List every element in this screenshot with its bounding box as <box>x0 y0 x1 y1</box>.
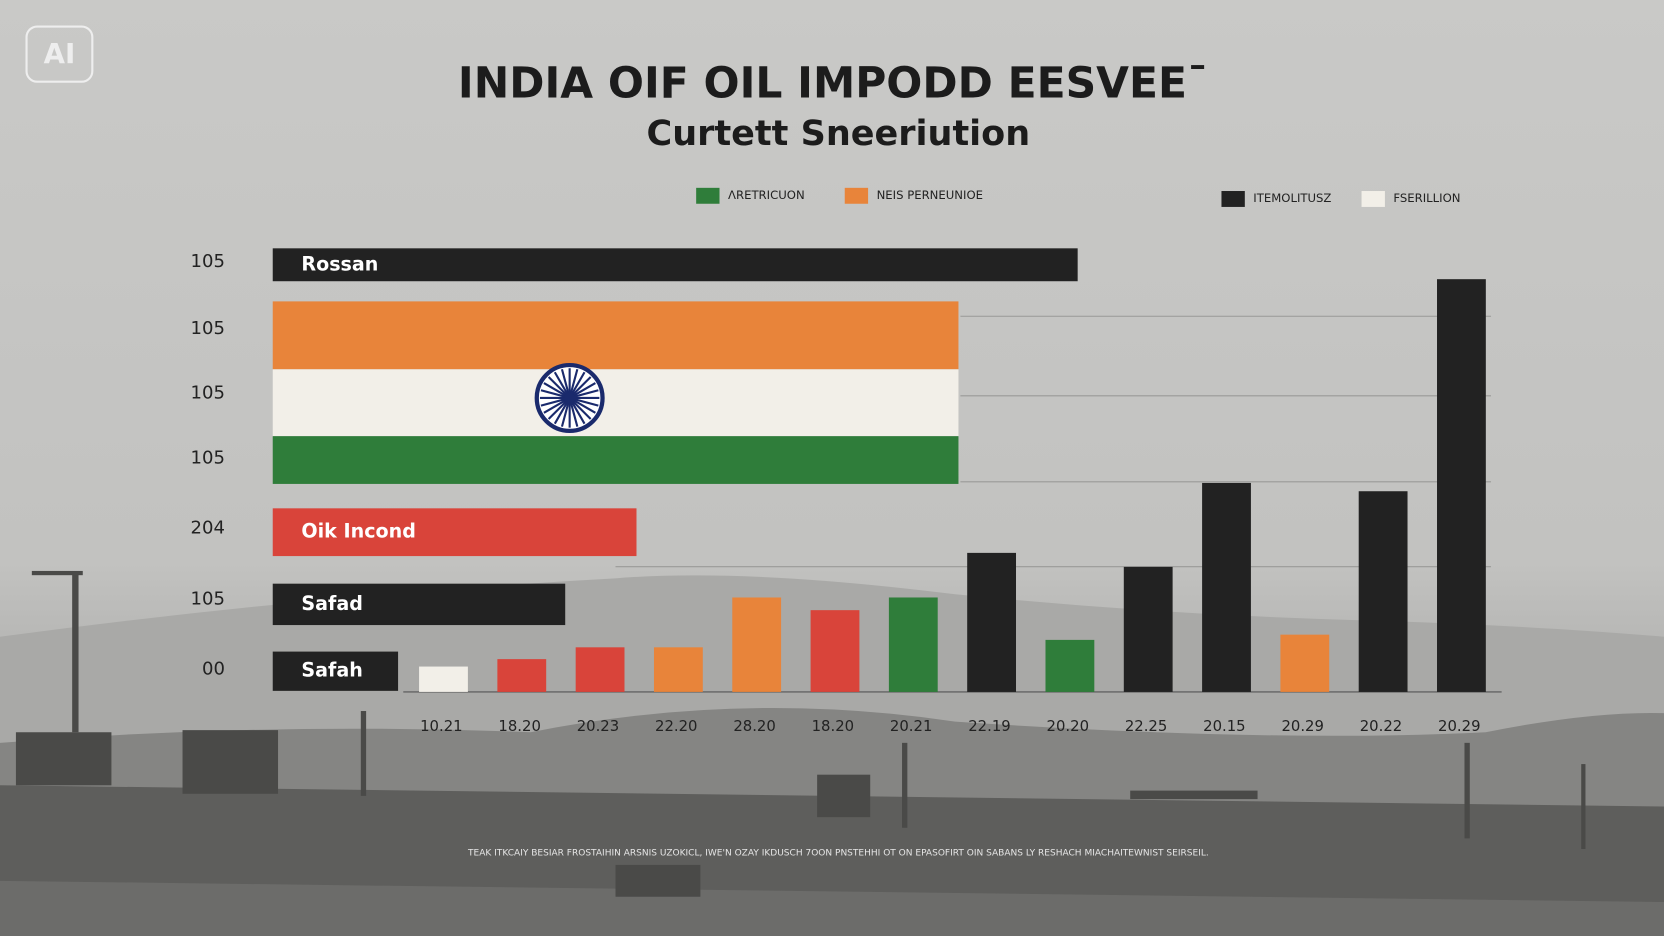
x-tick-label: 20.20 <box>1047 717 1090 735</box>
flag-stripe <box>272 369 959 437</box>
bar <box>272 651 399 691</box>
x-tick-label: 20.29 <box>1281 717 1324 735</box>
bar <box>888 597 938 692</box>
x-tick-label: 20.29 <box>1438 717 1481 735</box>
bar-label: Safad <box>301 592 363 615</box>
bar <box>1123 566 1173 692</box>
y-label: 105 <box>191 318 225 339</box>
flag-bar <box>272 301 959 484</box>
x-tick-label: 18.20 <box>498 717 541 735</box>
footnote: TEAK ITKCAIY BESIAR FROSTAIHIN ARSNIS UZ… <box>467 849 1209 859</box>
legend-swatch <box>1221 191 1245 207</box>
y-label: 00 <box>202 659 225 680</box>
x-tick-label: 22.19 <box>968 717 1011 735</box>
chart-title: INDIA OIF OIL IMPODD EESVEEˉ <box>458 59 1208 108</box>
y-label: 105 <box>191 383 225 404</box>
y-label: 105 <box>191 447 225 468</box>
x-tick-label: 22.20 <box>655 717 698 735</box>
legend-swatch <box>844 187 869 204</box>
chakra-hub <box>564 392 575 404</box>
x-tick-label: 20.21 <box>890 717 933 735</box>
logo-box <box>25 25 94 83</box>
bar <box>1358 491 1408 692</box>
bar-label: Oik Incond <box>301 520 416 543</box>
x-tick-label: 28.20 <box>733 717 776 735</box>
legend-label: ITEMOLITUSZ <box>1253 191 1331 205</box>
y-label: 204 <box>191 517 225 538</box>
bar <box>272 583 566 626</box>
x-tick-label: 18.20 <box>812 717 855 735</box>
x-tick-label: 22.25 <box>1125 717 1168 735</box>
bar <box>1045 639 1095 692</box>
bar <box>272 248 1078 282</box>
flag-stripe <box>272 436 959 484</box>
bar <box>575 647 625 692</box>
chart-subtitle: Curtett Sneeriution <box>647 113 1031 154</box>
x-tick-label: 20.15 <box>1203 717 1246 735</box>
bar <box>419 666 468 692</box>
bar <box>1437 279 1486 692</box>
y-label: 105 <box>191 251 225 272</box>
bar <box>653 647 703 692</box>
bar-label: Safah <box>301 659 362 682</box>
legend-label: NEIS PERNEUNIOE <box>877 188 983 202</box>
x-tick-label: 10.21 <box>420 717 462 735</box>
bar <box>967 552 1017 692</box>
logo: AI <box>44 37 76 70</box>
legend-label: ΛRETRICUON <box>728 188 805 202</box>
bar <box>1280 634 1330 692</box>
industry-silhouette <box>15 570 1586 897</box>
bar <box>272 508 637 557</box>
bar-label: Rossan <box>301 252 378 275</box>
bar <box>732 597 782 692</box>
x-tick-label: 20.23 <box>577 717 620 735</box>
y-label: 105 <box>191 589 225 610</box>
road <box>0 880 1664 936</box>
bar <box>1202 482 1251 692</box>
bar <box>497 659 547 692</box>
flag-stripe <box>272 301 959 370</box>
legend-swatch <box>696 187 720 204</box>
bar <box>810 610 860 692</box>
legend-swatch <box>1361 191 1385 207</box>
legend-label: FSERILLION <box>1393 191 1460 205</box>
x-tick-label: 20.22 <box>1360 717 1403 735</box>
